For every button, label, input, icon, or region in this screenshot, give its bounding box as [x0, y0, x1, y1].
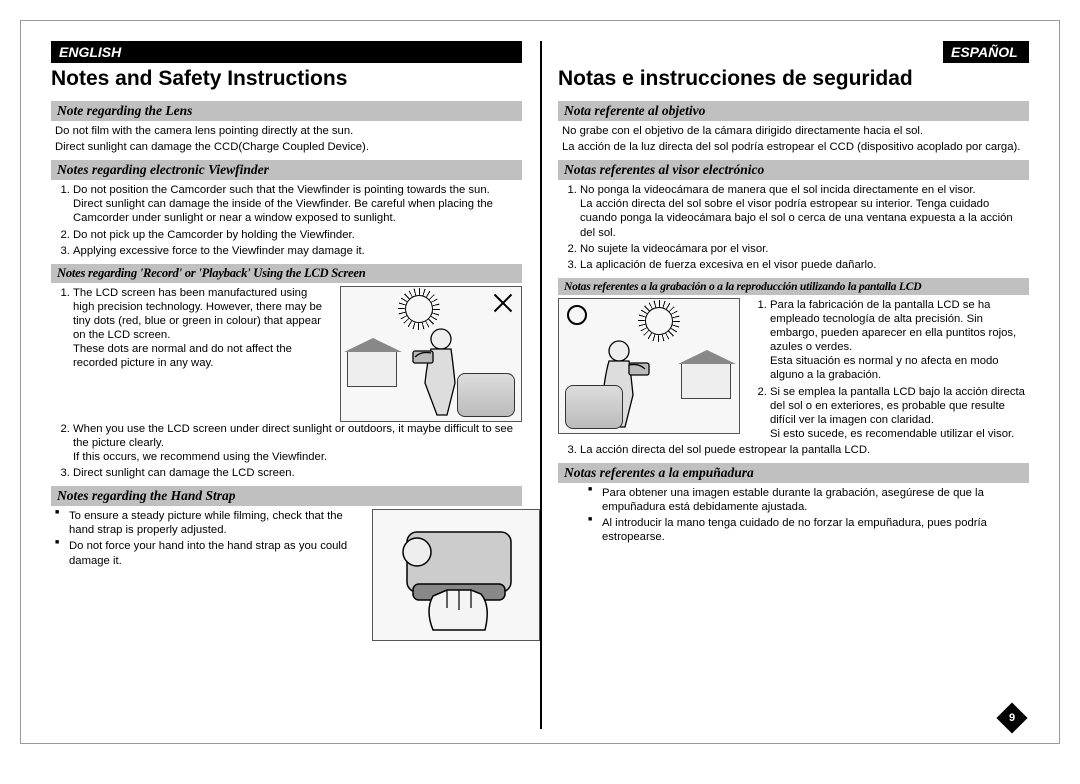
section-header-lens-en: Note regarding the Lens	[51, 101, 522, 121]
list-item-text: If this occurs, we recommend using the V…	[73, 451, 327, 463]
section-header-viewfinder-es: Notas referentes al visor electrónico	[558, 160, 1029, 180]
list-item-text: When you use the LCD screen under direct…	[73, 423, 513, 449]
o-mark-icon	[567, 305, 587, 325]
body-text: Do not film with the camera lens pointin…	[51, 124, 522, 138]
list-item: Direct sunlight can damage the LCD scree…	[73, 466, 518, 480]
sun-icon	[645, 307, 673, 335]
list-item-text: Si esto sucede, es recomendable utilizar…	[770, 428, 1014, 440]
list-lcd-en: The LCD screen has been manufactured usi…	[51, 286, 332, 422]
list-item: La acción directa del sol puede estropea…	[580, 443, 1025, 457]
section-header-lens-es: Nota referente al objetivo	[558, 101, 1029, 121]
hand-strap-drawing-icon	[373, 510, 540, 641]
list-lcd-es: Para la fabricación de la pantalla LCD s…	[748, 298, 1029, 443]
list-item: No ponga la videocámara de manera que el…	[580, 183, 1025, 239]
lang-badge-spanish: ESPAÑOL	[943, 41, 1029, 63]
list-item: Al introducir la mano tenga cuidado de n…	[602, 516, 1025, 544]
page-title-english: Notes and Safety Instructions	[51, 67, 522, 91]
list-item-text: The LCD screen has been manufactured usi…	[73, 287, 322, 341]
list-item: No sujete la videocámara por el visor.	[580, 242, 1025, 256]
list-item-text: These dots are normal and do not affect …	[73, 343, 292, 369]
body-text: Direct sunlight can damage the CCD(Charg…	[51, 140, 522, 154]
section-header-strap-en: Notes regarding the Hand Strap	[51, 486, 522, 506]
body-text: No grabe con el objetivo de la cámara di…	[558, 124, 1029, 138]
sun-icon	[405, 295, 433, 323]
house-icon	[347, 351, 397, 387]
list-lcd-en-cont: When you use the LCD screen under direct…	[51, 422, 522, 482]
list-item: The LCD screen has been manufactured usi…	[73, 286, 328, 371]
center-divider	[540, 41, 542, 729]
house-icon	[681, 363, 731, 399]
illustration-sun-wrong	[340, 286, 522, 422]
list-item-text: Si se emplea la pantalla LCD bajo la acc…	[770, 386, 1025, 426]
section-header-strap-es: Notas referentes a la empuñadura	[558, 463, 1029, 483]
body-text: La acción de la luz directa del sol podr…	[558, 140, 1029, 154]
illustration-hand-strap	[372, 509, 540, 641]
illustration-sun-correct	[558, 298, 740, 434]
page-number-badge: 9	[996, 702, 1027, 733]
lcd-row-es: Para la fabricación de la pantalla LCD s…	[558, 298, 1029, 443]
list-item-text: La acción directa del sol sobre el visor…	[580, 198, 1013, 238]
list-viewfinder-es: No ponga la videocámara de manera que el…	[558, 183, 1029, 274]
x-mark-icon	[493, 293, 513, 313]
list-strap-en: To ensure a steady picture while filming…	[51, 509, 364, 641]
strap-row-en: To ensure a steady picture while filming…	[51, 509, 522, 641]
page-title-spanish: Notas e instrucciones de seguridad	[558, 67, 1029, 91]
list-viewfinder-en: Do not position the Camcorder such that …	[51, 183, 522, 260]
manual-page: ENGLISH Notes and Safety Instructions No…	[20, 20, 1060, 744]
list-item: Do not position the Camcorder such that …	[73, 183, 518, 225]
section-header-viewfinder-en: Notes regarding electronic Viewfinder	[51, 160, 522, 180]
list-item-text: Direct sunlight can damage the inside of…	[73, 198, 493, 224]
camera-icon	[457, 373, 515, 417]
list-item: Do not pick up the Camcorder by holding …	[73, 228, 518, 242]
list-item: La aplicación de fuerza excesiva en el v…	[580, 258, 1025, 272]
list-lcd-es-cont: La acción directa del sol puede estropea…	[558, 443, 1029, 459]
list-item-text: No ponga la videocámara de manera que el…	[580, 184, 976, 196]
page-number-text: 9	[1001, 707, 1023, 729]
column-spanish: ESPAÑOL Notas e instrucciones de segurid…	[540, 41, 1029, 729]
list-strap-es: Para obtener una imagen estable durante …	[558, 486, 1029, 546]
list-item: Si se emplea la pantalla LCD bajo la acc…	[770, 385, 1025, 441]
list-item: To ensure a steady picture while filming…	[69, 509, 360, 537]
list-item-text: Para la fabricación de la pantalla LCD s…	[770, 299, 1016, 353]
list-item: Para obtener una imagen estable durante …	[602, 486, 1025, 514]
list-item: When you use the LCD screen under direct…	[73, 422, 518, 464]
section-header-lcd-es: Notas referentes a la grabación o a la r…	[558, 278, 1029, 295]
list-item-text: Do not position the Camcorder such that …	[73, 184, 490, 196]
camera-icon	[565, 385, 623, 429]
list-item: Applying excessive force to the Viewfind…	[73, 244, 518, 258]
column-english: ENGLISH Notes and Safety Instructions No…	[51, 41, 540, 729]
lang-badge-english: ENGLISH	[51, 41, 522, 63]
list-item-text: Esta situación es normal y no afecta en …	[770, 355, 999, 381]
section-header-lcd-en: Notes regarding 'Record' or 'Playback' U…	[51, 264, 522, 283]
list-item: Para la fabricación de la pantalla LCD s…	[770, 298, 1025, 383]
list-item: Do not force your hand into the hand str…	[69, 539, 360, 567]
lcd-row-en: The LCD screen has been manufactured usi…	[51, 286, 522, 422]
